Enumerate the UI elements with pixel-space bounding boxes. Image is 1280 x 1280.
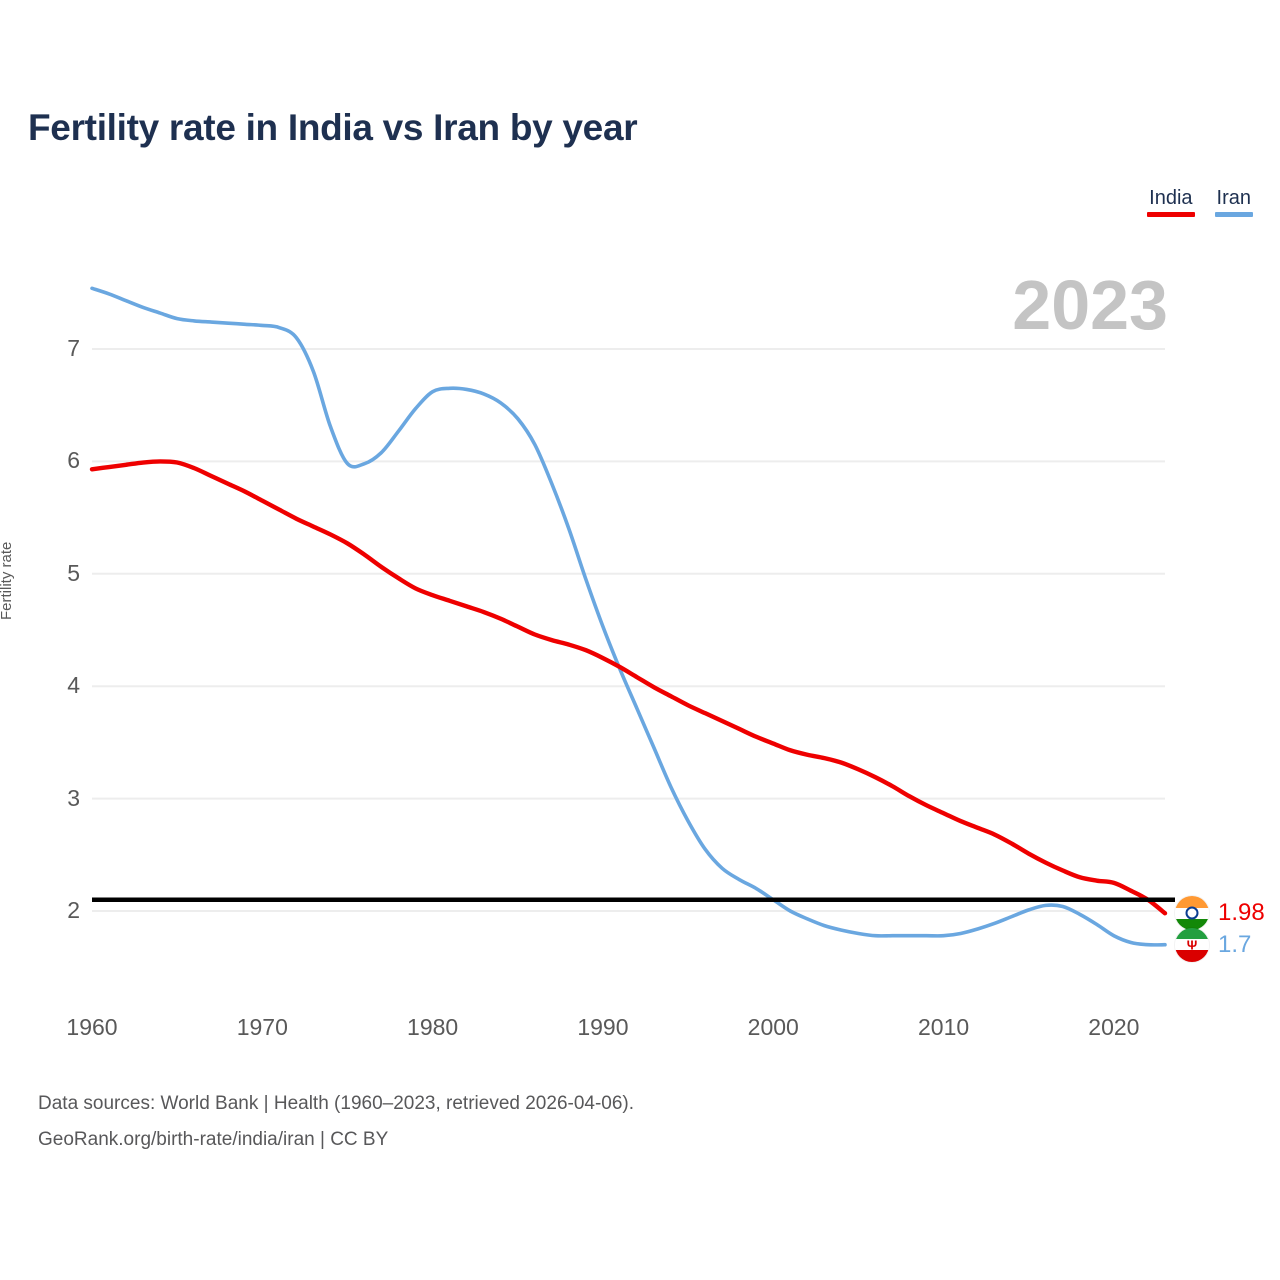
footer-line-2: GeoRank.org/birth-rate/india/iran | CC B… <box>38 1129 389 1150</box>
x-tick-label: 2020 <box>1088 1014 1140 1040</box>
y-tick-label: 3 <box>67 784 80 811</box>
y-tick-label: 4 <box>67 672 80 699</box>
x-tick-label: 2010 <box>917 1014 970 1040</box>
y-tick-label: 6 <box>67 447 80 474</box>
iran-emblem-icon: Ψ <box>1186 937 1198 953</box>
legend-label-iran: Iran <box>1216 187 1251 209</box>
watermark-year: 2023 <box>1012 266 1168 344</box>
x-tick-label: 1990 <box>577 1014 629 1040</box>
grid-lines <box>92 348 1165 912</box>
y-axis-title: Fertility rate <box>0 541 15 620</box>
legend-item-iran[interactable]: Iran <box>1214 186 1253 217</box>
series-line-iran <box>90 286 1167 947</box>
endpoint-value-iran: 1.7 <box>1218 930 1252 958</box>
y-tick-label: 2 <box>67 897 80 923</box>
legend-item-india[interactable]: India <box>1147 186 1195 217</box>
series-line-india <box>89 459 1168 916</box>
endpoint-india: 1.98 <box>1175 896 1265 931</box>
footer-line-1: Data sources: World Bank | Health (1960–… <box>38 1093 635 1114</box>
chart-legend: India Iran <box>1147 186 1253 217</box>
iran-flag-icon: Ψ <box>1175 927 1209 962</box>
legend-swatch-india <box>1147 212 1195 217</box>
x-tick-label: 1980 <box>407 1014 459 1040</box>
legend-label-india: India <box>1149 187 1193 209</box>
legend-swatch-iran <box>1214 212 1253 217</box>
ashoka-chakra-icon <box>1185 906 1199 920</box>
x-tick-label: 1970 <box>236 1014 288 1040</box>
y-tick-label: 5 <box>67 559 80 586</box>
india-flag-icon <box>1175 896 1209 931</box>
endpoint-iran: Ψ 1.7 <box>1175 927 1252 962</box>
footer-sources: Data sources: World Bank | Health (1960–… <box>38 1086 634 1158</box>
y-tick-label: 7 <box>67 335 80 361</box>
x-tick-label: 2000 <box>747 1014 799 1040</box>
page-title: Fertility rate in India vs Iran by year <box>28 107 638 148</box>
endpoint-value-india: 1.98 <box>1218 899 1265 927</box>
x-tick-label: 1960 <box>66 1014 118 1040</box>
